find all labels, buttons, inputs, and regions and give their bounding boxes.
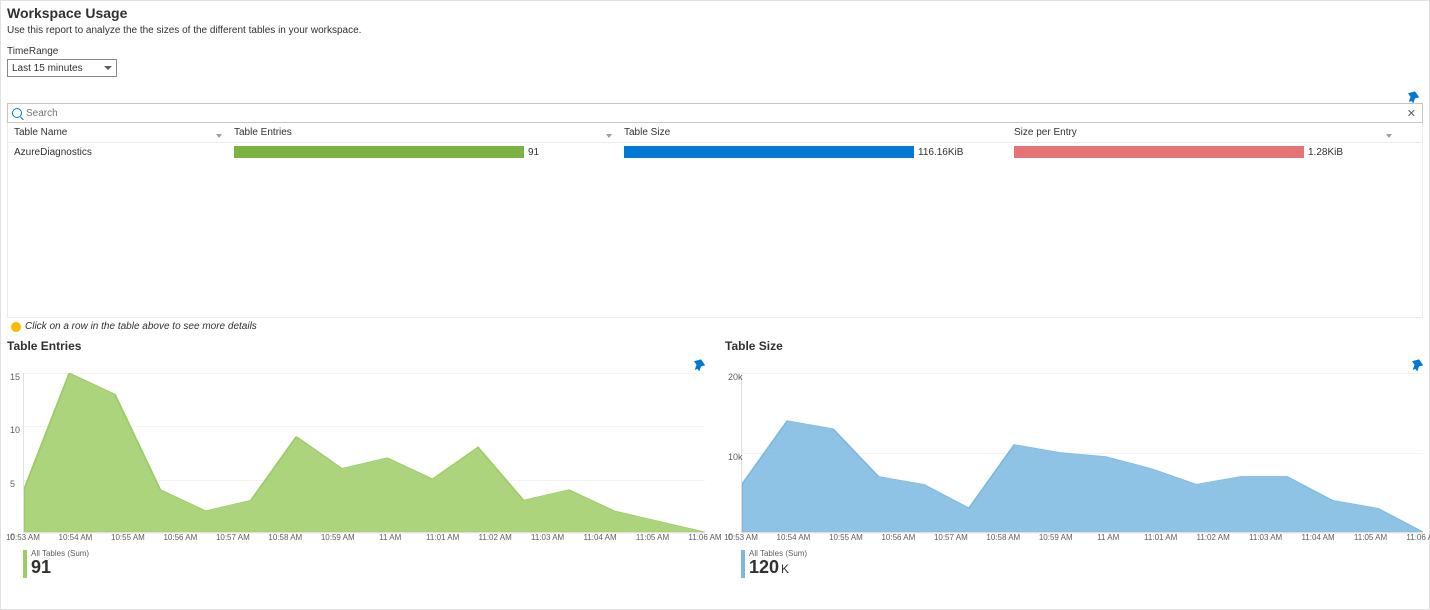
timerange-label: TimeRange (7, 46, 1423, 57)
timerange-selected: Last 15 minutes (12, 63, 83, 74)
table-header: Table Name Table Entries Table Size Size… (7, 123, 1423, 143)
chart-size-plot: 010k20k (741, 373, 1423, 533)
pin-icon[interactable] (693, 359, 705, 371)
pin-icon[interactable] (1407, 91, 1419, 103)
chart-entries-title: Table Entries (7, 339, 705, 353)
chevron-down-icon (104, 66, 112, 70)
chart-entries: Table Entries 051015 10:53 AM10:54 AM10:… (7, 339, 705, 578)
th-name[interactable]: Table Name (8, 123, 228, 142)
table-body: AzureDiagnostics 91 116.16KiB 1.28KiB (7, 143, 1423, 318)
search-icon (12, 108, 22, 118)
chart-entries-legend: All Tables (Sum) 91 (23, 549, 705, 578)
chart-size: Table Size 010k20k 10:53 AM10:54 AM10:55… (725, 339, 1423, 578)
chart-entries-plot: 051015 (23, 373, 705, 533)
lightbulb-icon (11, 322, 21, 332)
th-entries[interactable]: Table Entries (228, 123, 618, 142)
table-search[interactable]: ✕ (7, 103, 1423, 123)
table-row[interactable]: AzureDiagnostics 91 116.16KiB 1.28KiB (8, 143, 1422, 161)
page-title: Workspace Usage (7, 5, 1423, 21)
table-hint: Click on a row in the table above to see… (7, 318, 1423, 335)
cell-name: AzureDiagnostics (8, 147, 228, 158)
th-per[interactable]: Size per Entry (1008, 123, 1398, 142)
timerange-select[interactable]: Last 15 minutes (7, 59, 117, 77)
th-size[interactable]: Table Size (618, 123, 1008, 142)
close-icon[interactable]: ✕ (1405, 107, 1418, 120)
chart-size-title: Table Size (725, 339, 1423, 353)
page-subtitle: Use this report to analyze the the sizes… (7, 25, 1423, 36)
search-input[interactable] (26, 108, 1401, 119)
pin-icon[interactable] (1411, 359, 1423, 371)
chart-size-legend: All Tables (Sum) 120K (741, 549, 1423, 578)
